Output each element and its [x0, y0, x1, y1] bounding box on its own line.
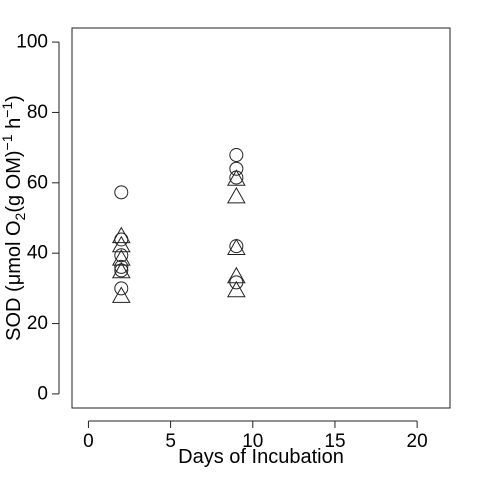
- data-point-triangle: [111, 235, 131, 253]
- data-point-triangle: [226, 238, 246, 256]
- data-point-triangle: [226, 280, 246, 298]
- y-tick-label: 80: [27, 102, 48, 123]
- data-point-circle: [229, 148, 244, 163]
- data-point-circle: [114, 185, 129, 200]
- data-point-triangle: [226, 169, 246, 186]
- x-tick-label: 10: [242, 431, 263, 452]
- plot-frame: [71, 27, 451, 409]
- data-point-triangle: [111, 261, 131, 279]
- x-tick-label: 20: [407, 431, 428, 452]
- data-point-triangle: [111, 286, 131, 303]
- x-axis-label: Days of Incubation: [178, 446, 344, 468]
- data-point-triangle: [111, 249, 131, 266]
- data-point-circle: [114, 281, 129, 296]
- data-point-triangle: [111, 226, 131, 244]
- y-axis-label: SOD (μmol O2(g OM)−1 h−1): [0, 95, 28, 341]
- data-point-circle: [229, 239, 244, 254]
- y-tick-label: 100: [16, 32, 48, 53]
- data-point-triangle: [226, 186, 246, 204]
- data-points: [111, 148, 246, 303]
- x-tick-label: 0: [83, 431, 94, 452]
- y-tick-label: 0: [37, 383, 48, 404]
- y-tick-label: 20: [27, 313, 48, 334]
- y-tick-label: 40: [27, 243, 48, 264]
- x-axis: 0 5 10 15 20: [83, 420, 428, 452]
- data-point-circle: [114, 259, 129, 274]
- x-tick-label: 5: [165, 431, 176, 452]
- data-point-circle: [229, 161, 244, 176]
- data-point-circle: [114, 263, 129, 278]
- y-tick-label: 60: [27, 172, 48, 193]
- y-axis: 0 20 40 60 80 100: [16, 32, 60, 404]
- x-tick-label: 15: [324, 431, 345, 452]
